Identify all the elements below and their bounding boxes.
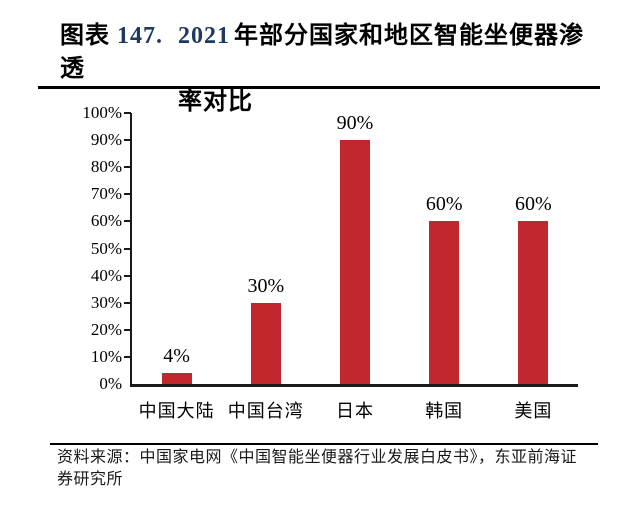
title-divider-line bbox=[38, 86, 600, 89]
y-axis-tick-label: 0% bbox=[99, 374, 122, 393]
y-axis-line bbox=[130, 113, 132, 386]
y-axis-ticks bbox=[124, 112, 131, 384]
y-axis-tick-label: 80% bbox=[90, 157, 122, 177]
bar-group: 30% 中国台湾 bbox=[221, 113, 310, 421]
bar-value-label: 60% bbox=[425, 193, 463, 216]
y-axis-tick bbox=[124, 220, 131, 223]
y-axis-tick bbox=[124, 301, 131, 304]
figure-number: 147. bbox=[117, 23, 163, 49]
x-axis-category-label: 中国大陆 bbox=[138, 401, 215, 421]
plot-area: 4% 中国大陆 30% 中国台湾 90% 日本 60% 韩国 60% 美国 bbox=[132, 112, 578, 421]
y-axis-labels: 0% 10% 20% 30% 40% 50% 60% 70% 80% 90% 100% bbox=[28, 103, 122, 393]
bar bbox=[339, 140, 370, 384]
y-axis-tick-label: 70% bbox=[90, 184, 122, 204]
figure-title: 图表 147. 2021 年部分国家和地区智能坐便器渗透 率对比 bbox=[60, 20, 608, 119]
figure-title-text: 年部分国家和地区智能坐便器渗透 bbox=[60, 23, 584, 82]
bar-value-label: 30% bbox=[247, 274, 285, 297]
y-axis-tick bbox=[124, 328, 131, 331]
y-axis-tick-label: 90% bbox=[90, 130, 122, 150]
bar-group: 60% 美国 bbox=[489, 113, 578, 421]
bar-value-label: 90% bbox=[336, 112, 374, 135]
bar-group: 4% 中国大陆 bbox=[132, 113, 221, 421]
y-axis-tick-label: 100% bbox=[82, 103, 122, 122]
x-axis-category-label: 日本 bbox=[335, 401, 374, 421]
y-axis-tick-label: 20% bbox=[90, 319, 122, 339]
y-axis-tick-label: 60% bbox=[90, 211, 122, 231]
bar-group: 90% 日本 bbox=[310, 112, 399, 421]
bar bbox=[250, 302, 281, 384]
y-axis-tick bbox=[124, 166, 131, 169]
y-axis-tick bbox=[124, 355, 131, 358]
bar-value-label: 4% bbox=[163, 345, 190, 368]
figure-label: 图表 bbox=[60, 23, 117, 49]
figure-year: 2021 bbox=[178, 23, 230, 49]
bar-group: 60% 韩国 bbox=[400, 113, 489, 421]
y-axis-tick bbox=[124, 193, 131, 196]
bar bbox=[161, 373, 192, 384]
x-axis-category-label: 韩国 bbox=[425, 401, 464, 421]
y-axis-tick-label: 30% bbox=[90, 292, 122, 312]
bar-value-label: 60% bbox=[515, 193, 552, 216]
y-axis-tick bbox=[124, 112, 131, 114]
y-axis-tick-label: 10% bbox=[90, 346, 122, 366]
source-note: 资料来源：中国家电网《中国智能坐便器行业发展白皮书》，东亚前海证 券研究所 bbox=[57, 447, 607, 490]
x-axis-line bbox=[130, 384, 578, 387]
y-axis-tick-label: 50% bbox=[90, 238, 122, 258]
source-line-1: 资料来源：中国家电网《中国智能坐便器行业发展白皮书》，东亚前海证 bbox=[57, 449, 578, 466]
x-axis-category-label: 中国台湾 bbox=[227, 401, 304, 421]
bar bbox=[518, 221, 549, 384]
y-axis-tick bbox=[124, 247, 131, 250]
y-axis-tick bbox=[124, 274, 131, 277]
bar bbox=[429, 221, 460, 384]
figure-title-line2: 率对比 bbox=[178, 89, 253, 115]
figure-title-line1: 图表 147. 2021 年部分国家和地区智能坐便器渗透 bbox=[60, 20, 608, 86]
source-line-2: 券研究所 bbox=[57, 470, 124, 488]
y-axis-tick-label: 40% bbox=[90, 265, 122, 285]
y-axis-tick bbox=[124, 139, 131, 142]
x-axis-category-label: 美国 bbox=[514, 401, 553, 421]
source-divider-line bbox=[50, 443, 598, 445]
